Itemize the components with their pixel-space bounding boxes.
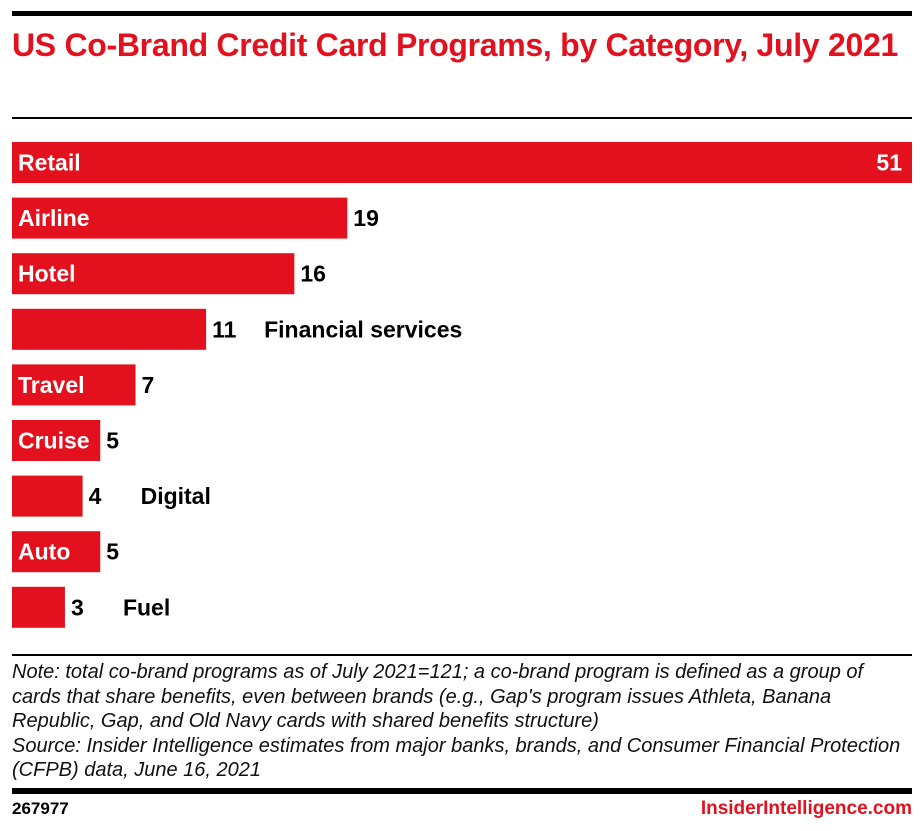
chart-notes: Note: total co-brand programs as of July… xyxy=(12,660,912,783)
value-label: 51 xyxy=(876,150,902,176)
value-label: 19 xyxy=(353,205,379,231)
value-label: 3 xyxy=(71,594,84,620)
top-rule xyxy=(12,11,912,16)
category-label: Airline xyxy=(18,205,90,231)
bar-auto xyxy=(12,531,101,573)
category-label: Cruise xyxy=(18,428,90,454)
bar-retail xyxy=(12,142,912,183)
category-label: Hotel xyxy=(18,261,76,287)
bar-cruise xyxy=(12,420,101,461)
bar-fuel xyxy=(12,586,65,628)
source-text: Source: Insider Intelligence estimates f… xyxy=(12,734,901,782)
note-text: Note: total co-brand programs as of July… xyxy=(12,661,864,732)
bar-hotel xyxy=(12,253,295,295)
bar-financial-services xyxy=(12,308,207,350)
category-label: Fuel xyxy=(123,594,170,620)
bar-digital xyxy=(12,475,83,517)
bar-travel xyxy=(12,364,136,406)
note-rule xyxy=(12,654,912,656)
value-label: 16 xyxy=(300,261,326,287)
chart-id: 267977 xyxy=(12,799,69,818)
category-label: Travel xyxy=(18,372,85,398)
category-label: Financial services xyxy=(264,316,462,342)
category-label: Auto xyxy=(18,539,70,565)
footer-rule xyxy=(12,788,912,794)
category-label: Digital xyxy=(141,483,211,509)
brand-link[interactable]: InsiderIntelligence.com xyxy=(700,798,912,819)
value-label: 7 xyxy=(142,372,155,398)
bar-airline xyxy=(12,197,348,239)
chart-title: US Co-Brand Credit Card Programs, by Cat… xyxy=(12,27,898,63)
value-label: 5 xyxy=(106,428,119,454)
value-label: 4 xyxy=(89,483,102,509)
category-label: Retail xyxy=(18,150,81,176)
value-label: 11 xyxy=(212,316,237,342)
value-label: 5 xyxy=(106,539,119,565)
title-rule xyxy=(12,117,912,119)
bar-chart: 51 Retail 19 Airline 16 Hotel 11 Financial serv… xyxy=(12,142,912,628)
